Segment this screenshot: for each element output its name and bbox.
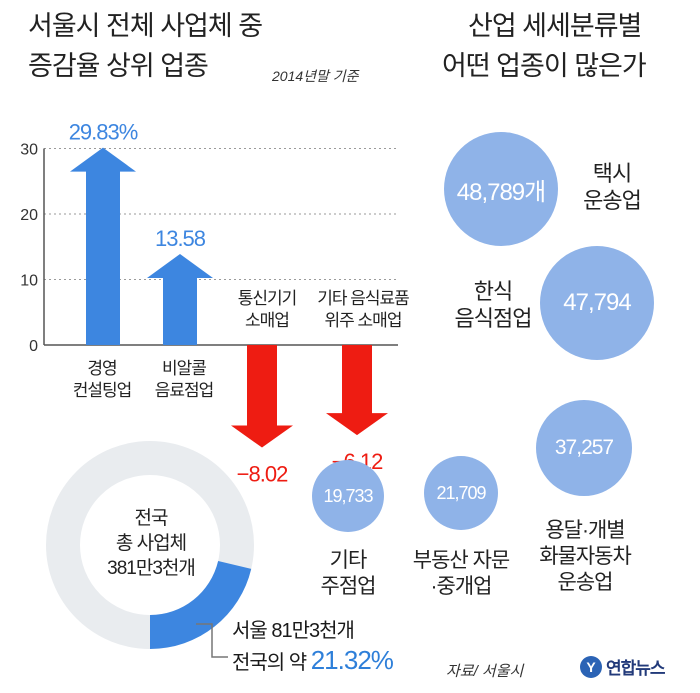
arrow-bar xyxy=(326,345,388,436)
category-label-telecom: 통신기기 소매업 xyxy=(237,289,298,330)
value-label: 29.83% xyxy=(69,120,138,145)
bubble-label-pub: 기타 주점업 xyxy=(320,549,377,598)
yonhap-logo-text: 연합뉴스 xyxy=(606,659,666,678)
seoul-count-label: 서울 81만3천개 xyxy=(232,620,355,642)
leader-line xyxy=(196,623,228,658)
bubble-label-cargo: 용달·개별 화물자동차 운송업 xyxy=(539,519,632,594)
seoul-share-label: 전국의 약 21.32% xyxy=(232,645,394,675)
donut-seoul-segment xyxy=(150,561,252,649)
category-label-food-retail: 기타 음식료품 위주 소매업 xyxy=(317,289,410,330)
left-title-line2: 증감율 상위 업종 xyxy=(28,51,209,81)
y-tick-label: 0 xyxy=(29,338,38,355)
y-tick-label: 30 xyxy=(20,142,38,159)
arrow-bar xyxy=(231,345,293,448)
y-tick-label: 10 xyxy=(20,273,38,290)
yonhap-logo-icon: Y xyxy=(580,655,602,678)
seoul-share-value: 21.32% xyxy=(310,645,394,675)
donut-center-text: 전국 총 사업체 381만3천개 xyxy=(107,508,196,579)
category-label-beverage: 비알콜 음료점업 xyxy=(154,359,215,400)
right-title-line2: 어떤 업종이 많은가 xyxy=(442,51,647,81)
basis-note: 2014년말 기준 xyxy=(272,68,359,84)
bubble-label-real-estate: 부동산 자문 ·중개업 xyxy=(412,549,510,598)
source-note: 자료/ 서울시 xyxy=(446,663,524,680)
value-label: −8.02 xyxy=(237,462,288,487)
bubble-taxi: 48,789개 xyxy=(444,132,558,246)
bubble-label-taxi: 택시 운송업 xyxy=(583,161,642,213)
bubble-cargo: 37,257 xyxy=(536,400,632,496)
right-title-line1: 산업 세세분류별 xyxy=(468,11,642,41)
bubble-pub: 19,733 xyxy=(312,460,384,532)
bubble-label-korean-restaurant: 한식 음식점업 xyxy=(454,279,533,331)
bubble-korean-restaurant: 47,794 xyxy=(540,246,654,360)
value-label: 13.58 xyxy=(155,226,206,251)
arrow-bar xyxy=(70,147,136,345)
category-label-consulting: 경영 컨설팅업 xyxy=(72,359,133,400)
arrow-bar xyxy=(147,254,213,345)
left-title-line1: 서울시 전체 사업체 중 xyxy=(28,11,263,41)
y-tick-label: 20 xyxy=(20,207,38,224)
yonhap-logo: Y 연합뉴스 xyxy=(580,654,666,679)
bubble-real-estate: 21,709 xyxy=(424,456,498,530)
